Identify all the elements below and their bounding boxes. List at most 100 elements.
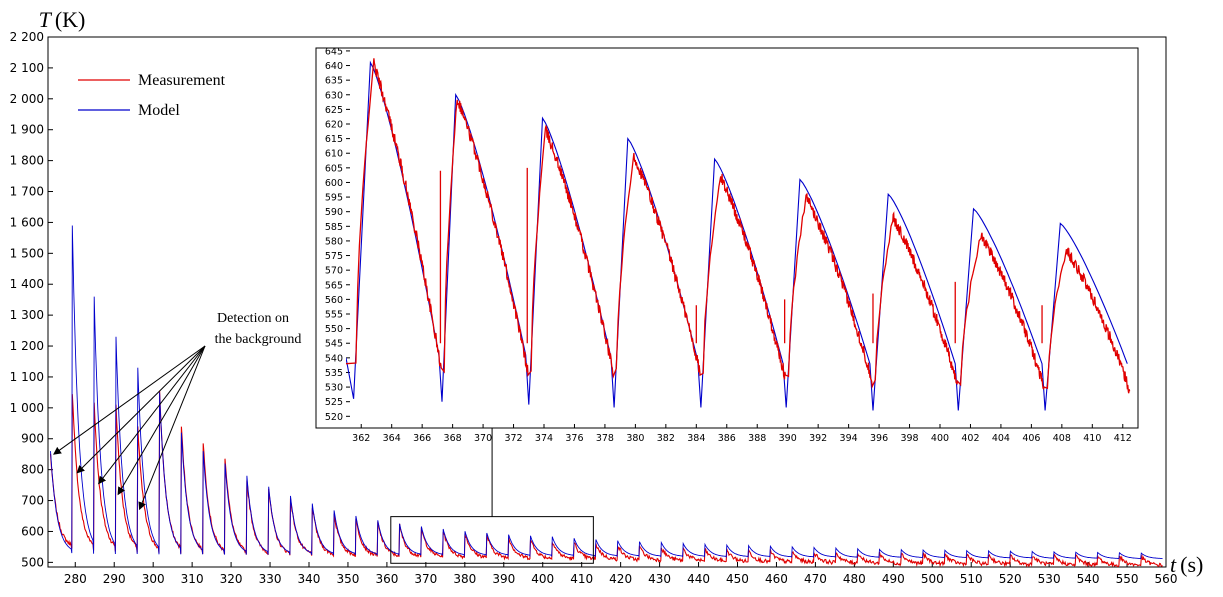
x-tick-label: 300 <box>142 572 165 586</box>
y-axis-unit: (K) <box>55 7 86 32</box>
main-series <box>49 225 1163 567</box>
inset-x-tick-label: 370 <box>474 433 492 444</box>
inset-x-tick-label: 392 <box>809 433 827 444</box>
inset-y-tick-label: 585 <box>325 222 343 233</box>
inset-y-tick-label: 570 <box>325 266 343 277</box>
inset-x-tick-label: 406 <box>1022 433 1040 444</box>
y-tick-label: 2 100 <box>10 61 44 75</box>
inset-y-tick-label: 550 <box>325 324 343 335</box>
legend: Measurement Model <box>78 72 226 119</box>
inset-y-tick-label: 635 <box>325 76 343 87</box>
inset-series-measurement-line <box>346 58 1131 394</box>
inset-x-tick-label: 404 <box>992 433 1010 444</box>
series-measurement-line <box>49 390 1163 567</box>
y-tick-label: 500 <box>21 555 44 569</box>
inset-axis-ticks: 520 525 530 535 540 545 550 555 560 565 570 575 580 5… <box>325 46 1132 444</box>
x-tick-label: 560 <box>1155 572 1178 586</box>
y-tick-label: 2 000 <box>10 92 44 106</box>
annotation-arrow <box>98 345 206 485</box>
y-tick-label: 1 600 <box>10 215 44 229</box>
x-tick-label: 360 <box>375 572 398 586</box>
x-tick-label: 550 <box>1116 572 1139 586</box>
x-tick-label: 340 <box>298 572 321 586</box>
x-tick-label: 450 <box>726 572 749 586</box>
x-tick-label: 370 <box>414 572 437 586</box>
inset-x-tick-label: 386 <box>718 433 736 444</box>
inset-y-tick-label: 535 <box>325 368 343 379</box>
inset-x-tick-label: 366 <box>413 433 431 444</box>
inset-x-tick-label: 368 <box>444 433 462 444</box>
inset-y-tick-label: 530 <box>325 383 343 394</box>
y-tick-label: 1 800 <box>10 154 44 168</box>
x-tick-label: 310 <box>181 572 204 586</box>
inset-y-tick-label: 610 <box>325 149 343 160</box>
inset-x-tick-label: 380 <box>626 433 644 444</box>
inset-y-tick-label: 580 <box>325 236 343 247</box>
inset-y-tick-label: 590 <box>325 207 343 218</box>
inset-y-tick-label: 555 <box>325 310 343 321</box>
annotation-arrow <box>53 345 206 455</box>
x-axis-symbol: t <box>1170 552 1177 577</box>
y-tick-label: 1 300 <box>10 308 44 322</box>
series-model-line <box>50 225 1163 560</box>
inset-y-tick-label: 545 <box>325 339 343 350</box>
inset-y-tick-label: 540 <box>325 353 343 364</box>
x-axis-unit: (s) <box>1180 552 1203 577</box>
inset-x-tick-label: 372 <box>504 433 522 444</box>
x-tick-label: 330 <box>259 572 282 586</box>
inset-x-tick-label: 364 <box>383 433 401 444</box>
main-axis-ticks: 500 600 700 800 900 1 000 1 100 1 200 1 300 1 400… <box>10 30 1178 586</box>
x-tick-label: 290 <box>103 572 126 586</box>
x-tick-label: 520 <box>999 572 1022 586</box>
inset-x-tick-label: 408 <box>1053 433 1071 444</box>
inset-y-tick-label: 630 <box>325 90 343 101</box>
inset-y-tick-label: 605 <box>325 163 343 174</box>
x-tick-label: 460 <box>765 572 788 586</box>
inset-y-tick-label: 525 <box>325 397 343 408</box>
x-tick-label: 500 <box>921 572 944 586</box>
inset-y-tick-label: 565 <box>325 280 343 291</box>
inset-chart: 520 525 530 535 540 545 550 555 560 565 570 575 580 5… <box>315 46 1139 444</box>
y-tick-label: 1 900 <box>10 123 44 137</box>
inset-x-tick-label: 374 <box>535 433 553 444</box>
inset-x-tick-label: 398 <box>900 433 918 444</box>
inset-x-tick-label: 382 <box>657 433 675 444</box>
inset-x-tick-label: 410 <box>1083 433 1101 444</box>
x-tick-label: 390 <box>492 572 515 586</box>
inset-y-tick-label: 640 <box>325 61 343 72</box>
inset-x-tick-label: 412 <box>1114 433 1132 444</box>
inset-y-tick-label: 560 <box>325 295 343 306</box>
inset-y-tick-label: 625 <box>325 105 343 116</box>
y-axis-symbol: T <box>39 7 53 32</box>
x-tick-label: 420 <box>609 572 632 586</box>
x-tick-label: 350 <box>336 572 359 586</box>
y-axis-label: T (K) <box>39 7 86 32</box>
inset-x-tick-label: 394 <box>840 433 858 444</box>
y-tick-label: 1 000 <box>10 401 44 415</box>
annotation-arrow <box>138 345 206 511</box>
x-tick-label: 400 <box>531 572 554 586</box>
inset-x-tick-label: 400 <box>931 433 949 444</box>
x-tick-label: 410 <box>570 572 593 586</box>
x-tick-label: 490 <box>882 572 905 586</box>
x-tick-label: 530 <box>1038 572 1061 586</box>
inset-x-tick-label: 362 <box>352 433 370 444</box>
y-tick-label: 1 700 <box>10 185 44 199</box>
inset-series <box>346 58 1131 411</box>
main-plot-frame <box>47 36 1167 568</box>
y-tick-label: 700 <box>21 494 44 508</box>
x-axis-label: t (s) <box>1170 552 1203 577</box>
y-tick-label: 800 <box>21 463 44 477</box>
y-tick-label: 1 200 <box>10 339 44 353</box>
x-tick-label: 510 <box>960 572 983 586</box>
x-tick-label: 430 <box>648 572 671 586</box>
inset-x-tick-label: 388 <box>748 433 766 444</box>
x-tick-label: 320 <box>220 572 243 586</box>
detection-annotation: Detection on the background <box>53 311 301 511</box>
inset-y-tick-label: 520 <box>325 412 343 423</box>
inset-x-tick-label: 390 <box>779 433 797 444</box>
inset-y-tick-label: 595 <box>325 193 343 204</box>
annotation-line1: Detection on <box>217 311 289 326</box>
y-tick-label: 600 <box>21 524 44 538</box>
